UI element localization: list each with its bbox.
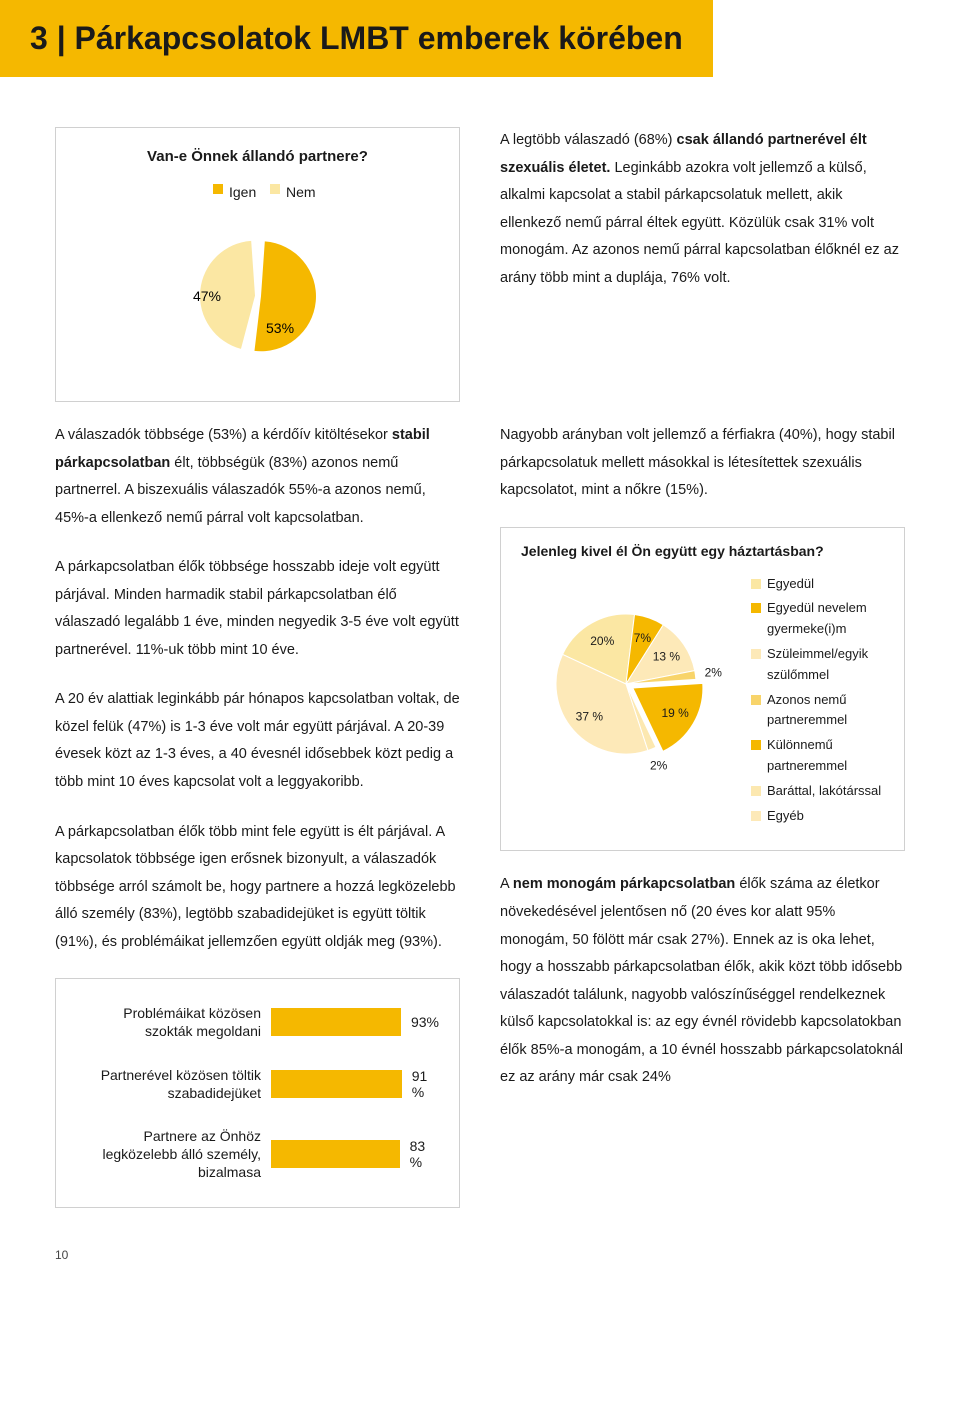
bar-row: Problémáikat közösen szokták megoldani 93…: [76, 1004, 439, 1040]
legend-label: Különnemű partneremmel: [767, 735, 889, 777]
para-right-1: Nagyobb arányban volt jellemző a férfiak…: [500, 422, 905, 505]
legend-item-igen: Igen: [213, 180, 245, 196]
bar-track: 83 %: [271, 1140, 439, 1168]
para-left-1: A párkapcsolatban élők többsége hosszabb…: [55, 554, 460, 664]
legend-label: Egyéb: [767, 806, 804, 827]
legend-swatch: [751, 811, 761, 821]
bar-row: Partnere az Önhöz legközelebb álló szemé…: [76, 1127, 439, 1182]
pie2-slice-label: 20%: [590, 634, 614, 648]
pie2-slice-label: 19 %: [661, 705, 689, 719]
bar-value: 93%: [411, 1014, 439, 1030]
legend-label: Egyedül: [767, 574, 814, 595]
page-content: Van-e Önnek állandó partnere? Igen Nem 4…: [0, 127, 960, 1208]
legend-swatch: [751, 786, 761, 796]
legend-label: Azonos nemű partneremmel: [767, 690, 889, 732]
bar-fill: [271, 1008, 401, 1036]
pie-chart-household: Jelenleg kivel él Ön együtt egy háztartá…: [500, 527, 905, 852]
pie-chart-partner: Van-e Önnek állandó partnere? Igen Nem 4…: [55, 127, 460, 402]
page-number: 10: [0, 1248, 960, 1262]
legend-swatch: [751, 579, 761, 589]
pie2-legend-item: Egyedül nevelem gyermeke(i)m: [751, 598, 889, 640]
bar-label: Partnere az Önhöz legközelebb álló szemé…: [76, 1127, 271, 1182]
legend-swatch: [751, 649, 761, 659]
bar-fill: [271, 1070, 402, 1098]
bar-value: 91 %: [412, 1068, 439, 1100]
bar-label: Problémáikat közösen szokták megoldani: [76, 1004, 271, 1040]
section-header: 3 | Párkapcsolatok LMBT emberek körében: [0, 0, 713, 77]
pie1-title: Van-e Önnek állandó partnere?: [76, 148, 439, 165]
bar-row: Partnerével közösen töltik szabadidejüke…: [76, 1066, 439, 1102]
bar-track: 93%: [271, 1008, 439, 1036]
legend-label: Szüleimmel/egyik szülőmmel: [767, 644, 889, 686]
bar-label: Partnerével közösen töltik szabadidejüke…: [76, 1066, 271, 1102]
para-left-2: A 20 év alattiak leginkább pár hónapos k…: [55, 686, 460, 796]
bar-fill: [271, 1140, 400, 1168]
bar-track: 91 %: [271, 1070, 439, 1098]
section-title: 3 | Párkapcsolatok LMBT emberek körében: [30, 20, 683, 57]
pie2-legend-item: Különnemű partneremmel: [751, 735, 889, 777]
pie2-legend-item: Egyéb: [751, 806, 889, 827]
pie2-slice-label: 2%: [650, 758, 668, 772]
legend-swatch: [751, 695, 761, 705]
pie2-title: Jelenleg kivel él Ön együtt egy háztartá…: [516, 543, 889, 559]
pie1-svg: 47% 53%: [158, 211, 358, 371]
legend-swatch: [751, 603, 761, 613]
pie2-legend-item: Azonos nemű partneremmel: [751, 690, 889, 732]
para-right-0: A legtöbb válaszadó (68%) csak állandó p…: [500, 127, 905, 292]
pie2-slice-label: 13 %: [653, 649, 681, 663]
para-right-2: A nem monogám párkapcsolatban élők száma…: [500, 871, 905, 1091]
pie2-legend-item: Egyedül: [751, 574, 889, 595]
pie1-label-53: 53%: [266, 320, 294, 336]
pie1-label-47: 47%: [192, 288, 220, 304]
legend-label: Egyedül nevelem gyermeke(i)m: [767, 598, 889, 640]
pie2-slice-label: 37 %: [576, 709, 604, 723]
pie2-slice-label: 2%: [705, 665, 723, 679]
para-left-0: A válaszadók többsége (53%) a kérdőív ki…: [55, 422, 460, 532]
pie1-legend: Igen Nem: [76, 180, 439, 196]
legend-label: Baráttal, lakótárssal: [767, 781, 881, 802]
legend-swatch: [751, 740, 761, 750]
pie2-legend: Egyedül Egyedül nevelem gyermeke(i)mSzüle…: [751, 574, 889, 831]
pie2-legend-item: Szüleimmel/egyik szülőmmel: [751, 644, 889, 686]
pie2-slice-label: 7%: [634, 630, 652, 644]
pie2-svg: 20% 7%13 % 2% 19 % 2% 37 %: [516, 574, 736, 794]
para-left-3: A párkapcsolatban élők több mint fele eg…: [55, 819, 460, 957]
bar-value: 83 %: [410, 1138, 439, 1170]
pie2-legend-item: Baráttal, lakótárssal: [751, 781, 889, 802]
bar-chart-relationship: Problémáikat közösen szokták megoldani 93…: [55, 978, 460, 1207]
legend-item-nem: Nem: [270, 180, 302, 196]
